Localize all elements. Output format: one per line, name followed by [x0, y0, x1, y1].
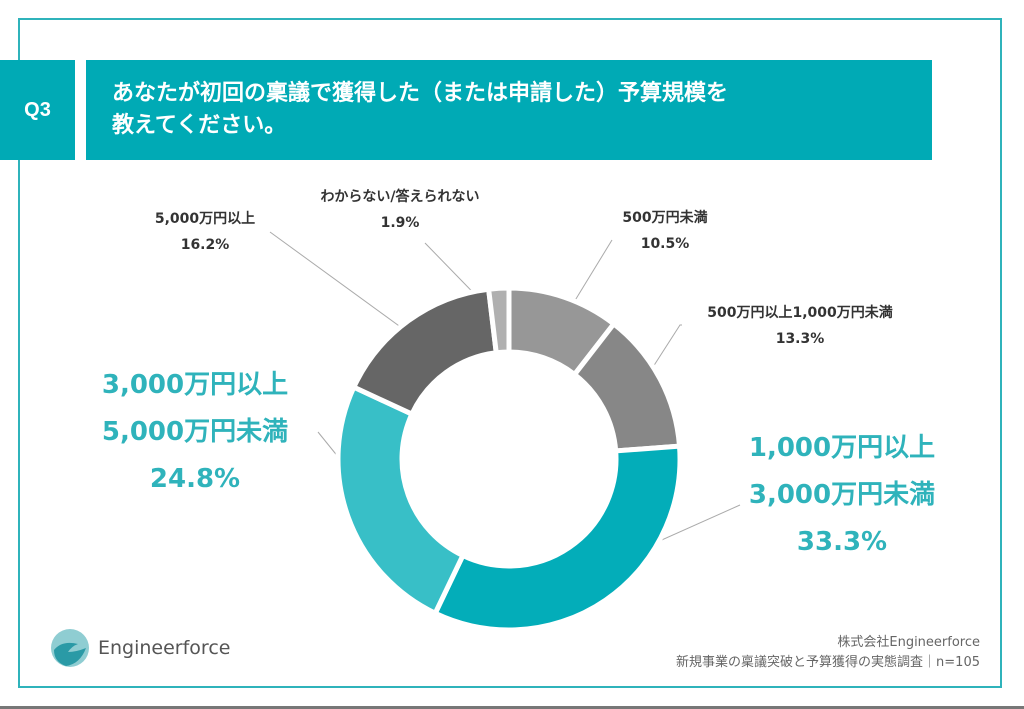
label-slice-5: わからない/答えられない 1.9%	[280, 184, 520, 236]
question-number: Q3	[0, 60, 75, 160]
slice-label: 1,000万円以上	[748, 433, 936, 463]
company-name: 株式会社Engineerforce	[837, 635, 980, 650]
slice-label: わからない/答えられない	[320, 189, 480, 205]
slice-label: 3,000万円未満	[748, 480, 936, 510]
label-slice-0: 500万円未満 10.5%	[600, 205, 730, 257]
label-slice-4: 5,000万円以上 16.2%	[140, 206, 270, 258]
slide-frame	[18, 18, 1002, 688]
donut-slice-3	[335, 383, 467, 617]
question-title-line1: あなたが初回の稟議で獲得した（または申請した）予算規模を	[112, 81, 729, 106]
donut-slice-5	[485, 285, 512, 356]
slice-value: 33.3%	[796, 527, 888, 557]
slice-value: 1.9%	[380, 215, 420, 231]
engineerforce-logo: Engineerforce	[48, 626, 230, 670]
slice-value: 10.5%	[640, 236, 690, 252]
logo-text: Engineerforce	[98, 637, 231, 659]
slice-label: 500万円未満	[622, 210, 708, 226]
slice-value: 16.2%	[180, 237, 230, 253]
slice-label: 500万円以上1,000万円未満	[707, 305, 893, 321]
question-title: あなたが初回の稟議で獲得した（または申請した）予算規模を 教えてください。	[86, 60, 932, 160]
credit: 株式会社Engineerforce 新規事業の稟議突破と予算獲得の実態調査｜n=…	[676, 633, 980, 673]
survey-info: 新規事業の稟議突破と予算獲得の実態調査｜n=105	[676, 655, 980, 670]
slice-label: 3,000万円以上	[101, 370, 289, 400]
logo-bird-icon	[51, 629, 89, 667]
slice-label: 5,000万円未満	[101, 417, 289, 447]
question-title-line2: 教えてください。	[112, 113, 287, 138]
label-slice-1: 500万円以上1,000万円未満 13.3%	[680, 300, 920, 352]
bottom-bar	[0, 706, 1024, 709]
donut-slice-2	[431, 443, 683, 633]
label-slice-3: 3,000万円以上 5,000万円未満 24.8%	[75, 362, 315, 503]
label-slice-2: 1,000万円以上 3,000万円未満 33.3%	[722, 425, 962, 566]
slice-value: 24.8%	[149, 464, 241, 494]
slice-value: 13.3%	[775, 331, 825, 347]
slice-label: 5,000万円以上	[154, 211, 256, 227]
